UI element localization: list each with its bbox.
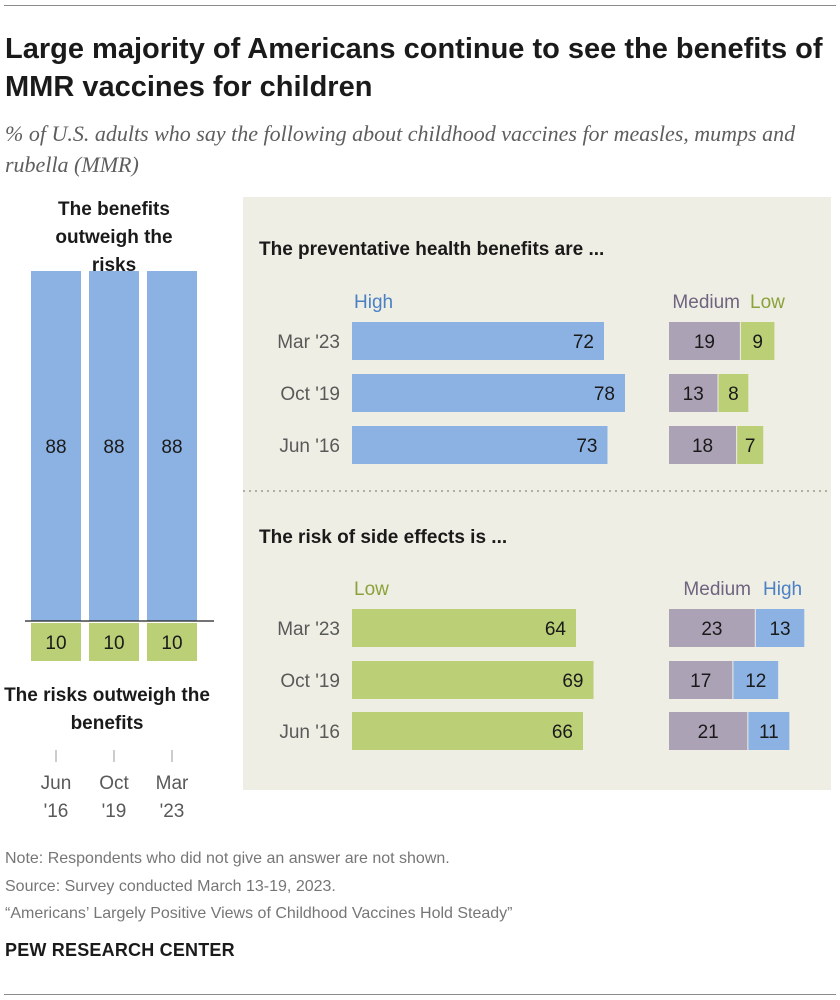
row-label: Oct '19 xyxy=(280,384,340,405)
medium-bar-value: 23 xyxy=(701,619,722,640)
medium-bar xyxy=(669,426,737,464)
x-tick-label: '16 xyxy=(44,801,69,822)
bottom-rule xyxy=(4,994,836,995)
main-bar xyxy=(352,661,594,699)
row-label: Jun '16 xyxy=(279,436,340,457)
x-tick-label: '19 xyxy=(102,801,127,822)
main-bar xyxy=(352,609,576,647)
medium-bar-value: 18 xyxy=(692,436,713,457)
main-bar-value: 78 xyxy=(594,384,615,405)
series-label-high: High xyxy=(354,292,393,313)
row-label: Jun '16 xyxy=(279,722,340,743)
medium-bar xyxy=(669,609,755,647)
main-bar xyxy=(352,322,604,360)
x-tick-label: Oct xyxy=(99,773,129,794)
main-bar xyxy=(352,374,625,412)
benefits-outweigh-label: outweigh the xyxy=(55,227,172,248)
panel-background xyxy=(243,197,831,790)
end-bar xyxy=(737,426,764,464)
benefits-bar xyxy=(89,271,139,621)
benefits-bar-value: 88 xyxy=(103,437,124,458)
end-bar xyxy=(755,609,805,647)
benefits-bar-value: 88 xyxy=(161,437,182,458)
medium-bar-value: 19 xyxy=(694,332,715,353)
main-bar xyxy=(352,426,608,464)
end-bar-value: 7 xyxy=(745,436,756,457)
risks-bar xyxy=(89,623,139,661)
benefits-outweigh-label: The benefits xyxy=(58,199,170,220)
main-bar-value: 72 xyxy=(573,332,594,353)
risks-bar xyxy=(147,623,197,661)
medium-bar-value: 17 xyxy=(690,671,711,692)
chart-title: Large majority of Americans continue to … xyxy=(5,33,823,103)
x-tick-label: Mar xyxy=(156,773,189,794)
medium-bar xyxy=(669,374,718,412)
end-bar-value: 11 xyxy=(759,722,779,743)
chart-subtitle: % of U.S. adults who say the following a… xyxy=(5,121,796,177)
end-bar-value: 9 xyxy=(752,332,763,353)
brand-logo-text: PEW RESEARCH CENTER xyxy=(5,940,235,960)
source-text: Source: Survey conducted March 13-19, 20… xyxy=(5,878,336,895)
main-bar xyxy=(352,712,583,750)
main-bar-value: 69 xyxy=(562,671,583,692)
risks-bar-value: 10 xyxy=(161,633,182,654)
risks-bar xyxy=(31,623,81,661)
risks-outweigh-label: The risks outweigh the xyxy=(4,685,210,706)
risks-bar-value: 10 xyxy=(103,633,124,654)
top-rule xyxy=(4,5,836,6)
end-bar xyxy=(740,322,775,360)
row-label: Mar '23 xyxy=(277,619,340,640)
main-bar-value: 64 xyxy=(545,619,567,640)
medium-bar-value: 13 xyxy=(683,384,704,405)
section-title: The risk of side effects is ... xyxy=(259,527,507,548)
row-label: Mar '23 xyxy=(277,332,340,353)
benefits-bar xyxy=(147,271,197,621)
series-label-medium: Medium xyxy=(672,292,740,313)
section-title: The preventative health benefits are ... xyxy=(259,239,604,260)
series-label-low: Low xyxy=(354,579,389,600)
series-label-medium: Medium xyxy=(683,579,751,600)
risks-bar-value: 10 xyxy=(45,633,66,654)
main-bar-value: 73 xyxy=(576,436,597,457)
medium-bar xyxy=(669,661,733,699)
end-bar-value: 12 xyxy=(745,671,766,692)
row-label: Oct '19 xyxy=(280,671,340,692)
benefits-bar-value: 88 xyxy=(45,437,66,458)
medium-bar xyxy=(669,712,748,750)
medium-bar xyxy=(669,322,740,360)
risks-outweigh-label: benefits xyxy=(71,713,144,734)
x-tick-label: '23 xyxy=(160,801,185,822)
end-bar-value: 8 xyxy=(728,384,739,405)
series-label-high: High xyxy=(763,579,802,600)
end-bar-value: 13 xyxy=(769,619,790,640)
end-bar xyxy=(733,661,779,699)
benefits-bar xyxy=(31,271,81,621)
end-bar xyxy=(718,374,749,412)
benefits-outweigh-label: risks xyxy=(92,255,136,276)
note-text: Note: Respondents who did not give an an… xyxy=(5,850,450,867)
end-bar xyxy=(748,712,790,750)
x-tick-label: Jun xyxy=(41,773,72,794)
series-label-low: Low xyxy=(750,292,785,313)
report-title-text: “Americans’ Largely Positive Views of Ch… xyxy=(5,905,513,922)
medium-bar-value: 21 xyxy=(698,722,719,743)
main-bar-value: 66 xyxy=(552,722,573,743)
